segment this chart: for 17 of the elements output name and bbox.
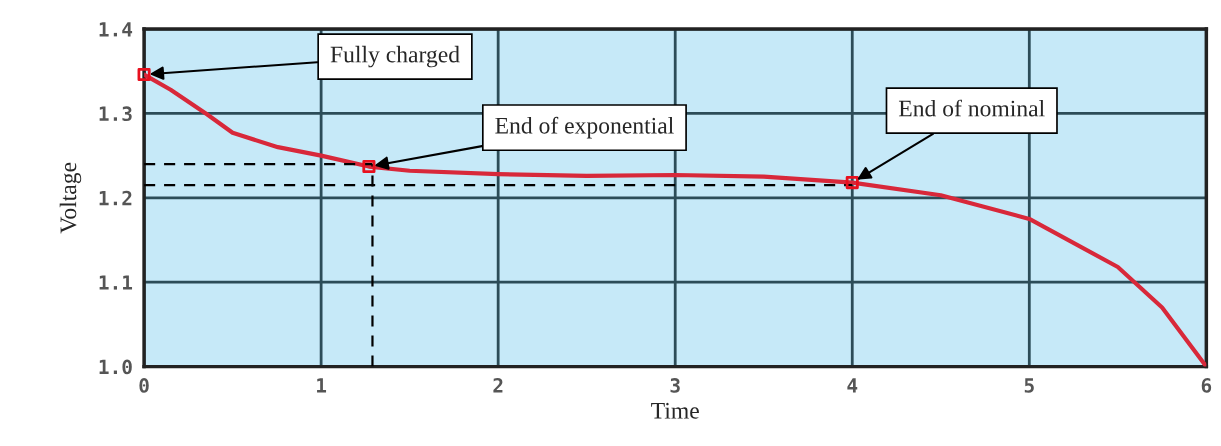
y-tick-label: 1.3 [99,106,132,122]
annotation: End of nominal [898,99,1045,117]
x-axis-title: Time [651,402,699,419]
y-axis-title: Voltage [59,162,82,234]
y-tick-label: 1.4 [99,22,133,37]
x-tick-label: 6 [1201,378,1212,393]
x-tick-label: 3 [670,378,680,393]
y-tick-label: 1.1 [99,275,133,290]
x-tick-label: 1 [317,378,327,393]
y-tick-label: 1.0 [99,359,132,375]
annotation: Fully charged [330,45,460,68]
annotation: End of exponential [495,116,674,139]
y-tick-label: 1.2 [99,190,132,206]
x-tick-label: 5 [1024,378,1034,393]
x-tick-label: 2 [493,378,503,393]
x-tick-label: 4 [847,378,858,393]
x-tick-label: 0 [139,378,149,393]
